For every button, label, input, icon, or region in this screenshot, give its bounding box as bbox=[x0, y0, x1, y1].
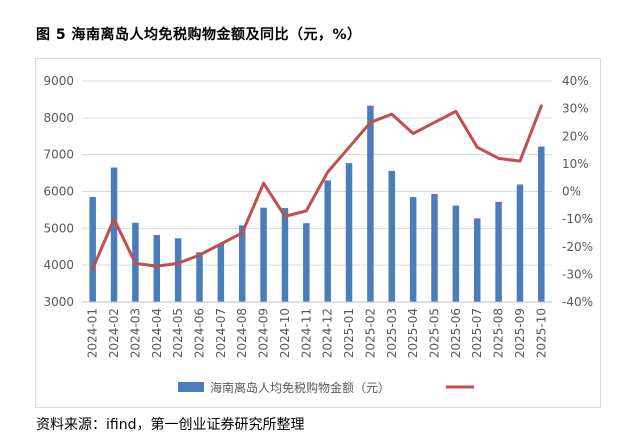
bar bbox=[110, 167, 118, 302]
legend-bar-label: 海南离岛人均免税购物金额（元） bbox=[210, 380, 390, 395]
x-tick-label: 2025-05 bbox=[428, 308, 442, 358]
y-right-tick-label: -10% bbox=[562, 212, 593, 226]
bar bbox=[238, 225, 246, 302]
y-right-tick-label: 20% bbox=[562, 129, 589, 143]
yoy-line bbox=[91, 104, 543, 271]
x-tick-label: 2025-02 bbox=[363, 308, 377, 358]
bar bbox=[324, 180, 331, 302]
y-left-tick-label: 3000 bbox=[43, 295, 74, 309]
x-tick-label: 2025-01 bbox=[342, 308, 356, 358]
x-tick-label: 2024-03 bbox=[128, 308, 142, 358]
bar bbox=[495, 201, 502, 302]
legend-bar-swatch bbox=[178, 382, 204, 392]
y-right-tick-label: -40% bbox=[562, 295, 593, 309]
figure-title: 图 5 海南离岛人均免税购物金额及同比（元，%） bbox=[36, 27, 362, 43]
y-right-tick-label: 40% bbox=[562, 74, 589, 88]
bar bbox=[174, 238, 182, 302]
bar bbox=[303, 223, 310, 302]
x-tick-label: 2024-02 bbox=[107, 308, 121, 358]
y-right-tick-label: 30% bbox=[562, 102, 589, 116]
y-left-tick-label: 7000 bbox=[43, 148, 74, 162]
x-tick-label: 2024-08 bbox=[235, 308, 249, 358]
bar bbox=[260, 207, 267, 302]
bar bbox=[153, 234, 161, 302]
y-right-tick-label: -30% bbox=[562, 267, 593, 281]
y-left-tick-label: 4000 bbox=[43, 258, 74, 272]
x-tick-label: 2024-06 bbox=[193, 308, 207, 358]
chart-frame: 3000 4000 5000 6000 7000 8000 9000 -40% -30% -20%… bbox=[35, 58, 601, 408]
x-tick-label: 2025-09 bbox=[513, 308, 527, 358]
bar bbox=[217, 243, 225, 302]
y-right-tick-label: 0% bbox=[562, 185, 581, 199]
x-tick-label: 2024-05 bbox=[171, 308, 185, 358]
combo-chart: 3000 4000 5000 6000 7000 8000 9000 -40% -30% -20%… bbox=[43, 74, 593, 395]
y-left-tick-label: 5000 bbox=[43, 221, 74, 235]
bar bbox=[538, 146, 545, 302]
x-tick-label: 2025-07 bbox=[470, 308, 484, 358]
x-tick-label: 2024-10 bbox=[278, 308, 292, 358]
bar bbox=[196, 252, 203, 302]
x-tick-label: 2025-04 bbox=[406, 308, 420, 358]
bar bbox=[409, 197, 417, 302]
x-tick-label: 2025-06 bbox=[449, 308, 463, 358]
x-tick-label: 2024-01 bbox=[86, 308, 100, 358]
x-tick-label: 2024-12 bbox=[321, 308, 335, 358]
x-tick-label: 2025-03 bbox=[385, 308, 399, 358]
x-tick-label: 2024-07 bbox=[214, 308, 228, 358]
x-tick-label: 2025-08 bbox=[492, 308, 506, 358]
bar bbox=[367, 105, 374, 302]
y-left-tick-label: 6000 bbox=[43, 185, 74, 199]
bar bbox=[473, 218, 481, 302]
bar bbox=[89, 197, 96, 302]
y-left-tick-label: 8000 bbox=[43, 111, 74, 125]
bar bbox=[345, 163, 353, 302]
x-tick-label: 2024-11 bbox=[299, 308, 313, 358]
y-right-tick-label: 10% bbox=[562, 157, 589, 171]
source-note: 资料来源：ifind，第一创业证券研究所整理 bbox=[36, 417, 305, 433]
bar bbox=[431, 194, 438, 302]
y-left-tick-label: 9000 bbox=[43, 74, 74, 88]
bar bbox=[388, 170, 396, 302]
x-tick-label: 2025-10 bbox=[534, 308, 548, 358]
y-right-tick-label: -20% bbox=[562, 240, 593, 254]
bar bbox=[516, 184, 524, 302]
bar bbox=[281, 208, 289, 302]
bar bbox=[452, 205, 460, 302]
x-tick-label: 2024-09 bbox=[257, 308, 271, 358]
x-tick-label: 2024-04 bbox=[150, 308, 164, 358]
